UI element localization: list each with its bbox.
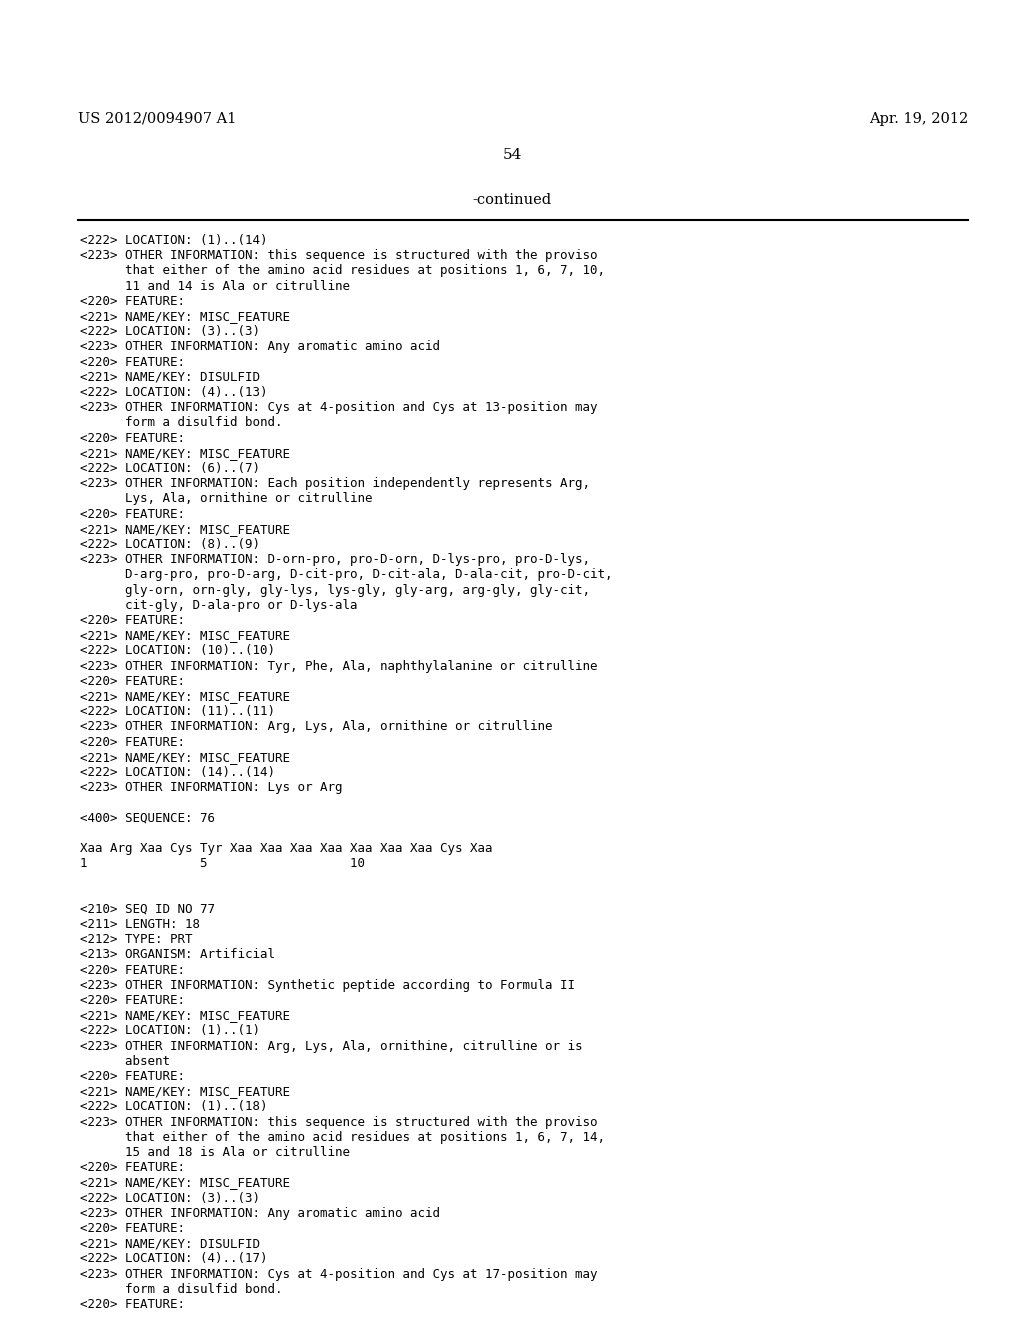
Text: cit-gly, D-ala-pro or D-lys-ala: cit-gly, D-ala-pro or D-lys-ala xyxy=(80,599,357,611)
Text: <220> FEATURE:: <220> FEATURE: xyxy=(80,1071,185,1082)
Text: Apr. 19, 2012: Apr. 19, 2012 xyxy=(868,112,968,125)
Text: <221> NAME/KEY: DISULFID: <221> NAME/KEY: DISULFID xyxy=(80,1237,260,1250)
Text: <223> OTHER INFORMATION: Arg, Lys, Ala, ornithine, citrulline or is: <223> OTHER INFORMATION: Arg, Lys, Ala, … xyxy=(80,1040,583,1052)
Text: <220> FEATURE:: <220> FEATURE: xyxy=(80,355,185,368)
Text: <220> FEATURE:: <220> FEATURE: xyxy=(80,614,185,627)
Text: <223> OTHER INFORMATION: Synthetic peptide according to Formula II: <223> OTHER INFORMATION: Synthetic pepti… xyxy=(80,979,575,991)
Text: form a disulfid bond.: form a disulfid bond. xyxy=(80,1283,283,1296)
Text: that either of the amino acid residues at positions 1, 6, 7, 10,: that either of the amino acid residues a… xyxy=(80,264,605,277)
Text: 11 and 14 is Ala or citrulline: 11 and 14 is Ala or citrulline xyxy=(80,280,350,293)
Text: D-arg-pro, pro-D-arg, D-cit-pro, D-cit-ala, D-ala-cit, pro-D-cit,: D-arg-pro, pro-D-arg, D-cit-pro, D-cit-a… xyxy=(80,569,612,581)
Text: <222> LOCATION: (3)..(3): <222> LOCATION: (3)..(3) xyxy=(80,325,260,338)
Text: <221> NAME/KEY: MISC_FEATURE: <221> NAME/KEY: MISC_FEATURE xyxy=(80,310,290,323)
Text: 1               5                   10: 1 5 10 xyxy=(80,857,365,870)
Text: <211> LENGTH: 18: <211> LENGTH: 18 xyxy=(80,917,200,931)
Text: 15 and 18 is Ala or citrulline: 15 and 18 is Ala or citrulline xyxy=(80,1146,350,1159)
Text: <222> LOCATION: (10)..(10): <222> LOCATION: (10)..(10) xyxy=(80,644,275,657)
Text: <221> NAME/KEY: MISC_FEATURE: <221> NAME/KEY: MISC_FEATURE xyxy=(80,523,290,536)
Text: <221> NAME/KEY: MISC_FEATURE: <221> NAME/KEY: MISC_FEATURE xyxy=(80,751,290,764)
Text: <223> OTHER INFORMATION: this sequence is structured with the proviso: <223> OTHER INFORMATION: this sequence i… xyxy=(80,249,597,263)
Text: <220> FEATURE:: <220> FEATURE: xyxy=(80,432,185,445)
Text: <222> LOCATION: (8)..(9): <222> LOCATION: (8)..(9) xyxy=(80,539,260,550)
Text: <223> OTHER INFORMATION: this sequence is structured with the proviso: <223> OTHER INFORMATION: this sequence i… xyxy=(80,1115,597,1129)
Text: <213> ORGANISM: Artificial: <213> ORGANISM: Artificial xyxy=(80,948,275,961)
Text: <222> LOCATION: (1)..(1): <222> LOCATION: (1)..(1) xyxy=(80,1024,260,1038)
Text: <220> FEATURE:: <220> FEATURE: xyxy=(80,1162,185,1175)
Text: <221> NAME/KEY: MISC_FEATURE: <221> NAME/KEY: MISC_FEATURE xyxy=(80,690,290,704)
Text: US 2012/0094907 A1: US 2012/0094907 A1 xyxy=(78,112,237,125)
Text: <223> OTHER INFORMATION: Cys at 4-position and Cys at 13-position may: <223> OTHER INFORMATION: Cys at 4-positi… xyxy=(80,401,597,414)
Text: <210> SEQ ID NO 77: <210> SEQ ID NO 77 xyxy=(80,903,215,916)
Text: <223> OTHER INFORMATION: Each position independently represents Arg,: <223> OTHER INFORMATION: Each position i… xyxy=(80,478,590,490)
Text: <222> LOCATION: (3)..(3): <222> LOCATION: (3)..(3) xyxy=(80,1192,260,1205)
Text: <223> OTHER INFORMATION: Arg, Lys, Ala, ornithine or citrulline: <223> OTHER INFORMATION: Arg, Lys, Ala, … xyxy=(80,721,553,734)
Text: <221> NAME/KEY: MISC_FEATURE: <221> NAME/KEY: MISC_FEATURE xyxy=(80,630,290,643)
Text: <222> LOCATION: (11)..(11): <222> LOCATION: (11)..(11) xyxy=(80,705,275,718)
Text: Lys, Ala, ornithine or citrulline: Lys, Ala, ornithine or citrulline xyxy=(80,492,373,506)
Text: <212> TYPE: PRT: <212> TYPE: PRT xyxy=(80,933,193,946)
Text: <223> OTHER INFORMATION: Any aromatic amino acid: <223> OTHER INFORMATION: Any aromatic am… xyxy=(80,1206,440,1220)
Text: gly-orn, orn-gly, gly-lys, lys-gly, gly-arg, arg-gly, gly-cit,: gly-orn, orn-gly, gly-lys, lys-gly, gly-… xyxy=(80,583,590,597)
Text: <223> OTHER INFORMATION: Any aromatic amino acid: <223> OTHER INFORMATION: Any aromatic am… xyxy=(80,341,440,354)
Text: <223> OTHER INFORMATION: Lys or Arg: <223> OTHER INFORMATION: Lys or Arg xyxy=(80,781,342,795)
Text: <220> FEATURE:: <220> FEATURE: xyxy=(80,294,185,308)
Text: Xaa Arg Xaa Cys Tyr Xaa Xaa Xaa Xaa Xaa Xaa Xaa Cys Xaa: Xaa Arg Xaa Cys Tyr Xaa Xaa Xaa Xaa Xaa … xyxy=(80,842,493,855)
Text: <222> LOCATION: (1)..(18): <222> LOCATION: (1)..(18) xyxy=(80,1101,267,1113)
Text: <223> OTHER INFORMATION: Tyr, Phe, Ala, naphthylalanine or citrulline: <223> OTHER INFORMATION: Tyr, Phe, Ala, … xyxy=(80,660,597,673)
Text: <220> FEATURE:: <220> FEATURE: xyxy=(80,735,185,748)
Text: 54: 54 xyxy=(503,148,521,162)
Text: <221> NAME/KEY: DISULFID: <221> NAME/KEY: DISULFID xyxy=(80,371,260,384)
Text: <221> NAME/KEY: MISC_FEATURE: <221> NAME/KEY: MISC_FEATURE xyxy=(80,1010,290,1022)
Text: <223> OTHER INFORMATION: Cys at 4-position and Cys at 17-position may: <223> OTHER INFORMATION: Cys at 4-positi… xyxy=(80,1267,597,1280)
Text: <400> SEQUENCE: 76: <400> SEQUENCE: 76 xyxy=(80,812,215,825)
Text: -continued: -continued xyxy=(472,193,552,207)
Text: <220> FEATURE:: <220> FEATURE: xyxy=(80,994,185,1007)
Text: <222> LOCATION: (4)..(13): <222> LOCATION: (4)..(13) xyxy=(80,385,267,399)
Text: <220> FEATURE:: <220> FEATURE: xyxy=(80,1222,185,1236)
Text: <220> FEATURE:: <220> FEATURE: xyxy=(80,964,185,977)
Text: <222> LOCATION: (14)..(14): <222> LOCATION: (14)..(14) xyxy=(80,766,275,779)
Text: <220> FEATURE:: <220> FEATURE: xyxy=(80,675,185,688)
Text: <221> NAME/KEY: MISC_FEATURE: <221> NAME/KEY: MISC_FEATURE xyxy=(80,1085,290,1098)
Text: that either of the amino acid residues at positions 1, 6, 7, 14,: that either of the amino acid residues a… xyxy=(80,1131,605,1144)
Text: <222> LOCATION: (4)..(17): <222> LOCATION: (4)..(17) xyxy=(80,1253,267,1266)
Text: <222> LOCATION: (1)..(14): <222> LOCATION: (1)..(14) xyxy=(80,234,267,247)
Text: absent: absent xyxy=(80,1055,170,1068)
Text: <220> FEATURE:: <220> FEATURE: xyxy=(80,508,185,520)
Text: <220> FEATURE:: <220> FEATURE: xyxy=(80,1298,185,1311)
Text: <221> NAME/KEY: MISC_FEATURE: <221> NAME/KEY: MISC_FEATURE xyxy=(80,1176,290,1189)
Text: form a disulfid bond.: form a disulfid bond. xyxy=(80,416,283,429)
Text: <223> OTHER INFORMATION: D-orn-pro, pro-D-orn, D-lys-pro, pro-D-lys,: <223> OTHER INFORMATION: D-orn-pro, pro-… xyxy=(80,553,590,566)
Text: <221> NAME/KEY: MISC_FEATURE: <221> NAME/KEY: MISC_FEATURE xyxy=(80,446,290,459)
Text: <222> LOCATION: (6)..(7): <222> LOCATION: (6)..(7) xyxy=(80,462,260,475)
